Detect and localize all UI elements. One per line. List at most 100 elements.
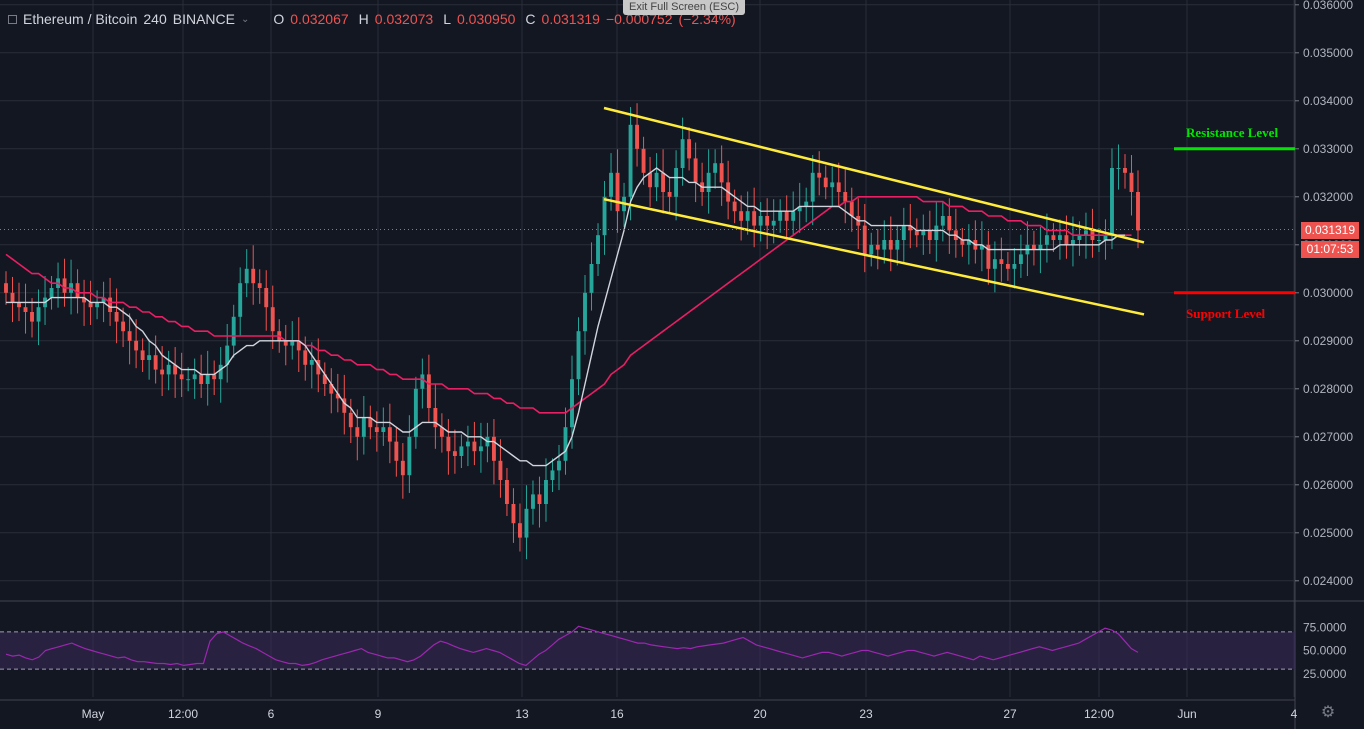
candle-body [192, 374, 197, 380]
support-label: Support Level [1186, 306, 1265, 321]
candle-body [992, 259, 997, 269]
candle-body [979, 244, 984, 250]
candle-body [511, 504, 516, 524]
candle-body [1129, 172, 1134, 192]
candle-body [544, 480, 548, 504]
candle-body [296, 340, 301, 351]
candle-body [303, 350, 308, 365]
candle-body [160, 369, 165, 375]
candle-body [1103, 235, 1108, 240]
candle-body [1084, 230, 1088, 236]
interval[interactable]: 240 [143, 11, 167, 27]
candle-body [589, 264, 594, 293]
candle-body [895, 240, 900, 250]
candle-body [407, 436, 412, 476]
price-tick-label: 0.028000 [1303, 382, 1353, 396]
candle-body [875, 244, 880, 250]
candle-body [121, 321, 126, 332]
candle-body [940, 216, 945, 226]
candle-body [1136, 192, 1140, 231]
rsi-axis[interactable]: 75.0000 50.0000 25.0000 [1303, 620, 1347, 681]
candle-body [147, 355, 152, 360]
candle-body [257, 283, 262, 288]
price-tick-label: 0.032000 [1303, 190, 1353, 204]
candle-body [654, 172, 659, 188]
candle-body [693, 158, 698, 183]
change-percent: (−2.34%) [678, 11, 736, 27]
price-axis[interactable]: 0.036000 0.035000 0.034000 0.033000 0.032000… [1295, 0, 1353, 588]
candle-body [88, 302, 93, 308]
time-tick-label: 13 [515, 707, 529, 721]
candle-body [1064, 235, 1069, 245]
candles [4, 103, 1140, 560]
candle-body [563, 427, 568, 461]
time-tick-label: 12:00 [1084, 707, 1114, 721]
candle-body [758, 216, 763, 226]
candle-body [927, 230, 932, 240]
candle-body [557, 460, 561, 471]
candle-body [713, 163, 718, 173]
candle-body [687, 139, 692, 159]
time-tick-label: 9 [375, 707, 382, 721]
candle-body [101, 297, 106, 303]
exchange[interactable]: BINANCE [172, 11, 235, 27]
price-tick-label: 0.025000 [1303, 526, 1353, 540]
candle-body [140, 350, 145, 360]
candle-body [843, 192, 848, 202]
candle-body [628, 124, 633, 197]
candle-body [752, 211, 757, 226]
candle-body [361, 417, 366, 437]
candle-body [186, 379, 191, 381]
candle-body [804, 201, 809, 207]
candle-body [570, 379, 574, 428]
candle-body [596, 235, 600, 264]
candle-body [251, 268, 256, 284]
candle-body [420, 374, 425, 389]
candle-body [1018, 254, 1023, 264]
chevron-down-icon[interactable]: ⌄ [240, 13, 250, 25]
candle-body [426, 374, 431, 408]
symbol-header: Ethereum / Bitcoin 240 BINANCE ⌄ O 0.0320… [8, 9, 736, 29]
candle-body [75, 283, 80, 298]
rsi-zone [0, 631, 1295, 670]
candle-body [1097, 240, 1101, 241]
gear-icon[interactable]: ⚙ [1320, 704, 1336, 721]
candle-body [901, 225, 906, 240]
candle-body [49, 288, 54, 298]
time-axis[interactable]: May 12:00 6 9 13 16 20 23 27 12:00 Jun 4 [82, 707, 1298, 721]
exit-fullscreen-button[interactable]: Exit Full Screen (ESC) [623, 0, 745, 15]
candle-body [641, 148, 646, 173]
symbol-name[interactable]: Ethereum / Bitcoin [23, 11, 138, 27]
candle-body [218, 364, 223, 380]
candle-body [478, 446, 483, 452]
low-value: 0.030950 [457, 11, 516, 27]
candle-body [960, 240, 965, 245]
candle-body [335, 393, 340, 399]
collapse-icon[interactable] [8, 14, 17, 24]
candle-body [648, 172, 653, 188]
candle-body [667, 192, 672, 197]
candle-body [238, 283, 243, 317]
candle-body [849, 201, 854, 216]
candle-body [1057, 235, 1062, 240]
countdown-tag: 01:07:53 [1301, 241, 1359, 258]
candle-body [823, 177, 828, 188]
close-value: 0.031319 [541, 11, 600, 27]
candle-body [4, 283, 8, 293]
candle-body [127, 331, 132, 341]
candle-body [348, 412, 353, 428]
candle-body [583, 292, 587, 332]
rsi-tick-label: 75.0000 [1303, 620, 1347, 634]
candle-body [947, 216, 952, 231]
candle-body [1123, 168, 1127, 173]
close-label: C [525, 11, 536, 27]
candle-body [491, 436, 496, 461]
candle-body [316, 360, 321, 375]
candle-body [95, 302, 100, 308]
rsi-line [5, 625, 1139, 667]
candle-body [400, 460, 405, 476]
time-tick-label: 6 [268, 707, 275, 721]
candle-body [869, 244, 874, 255]
candle-body [472, 441, 477, 452]
